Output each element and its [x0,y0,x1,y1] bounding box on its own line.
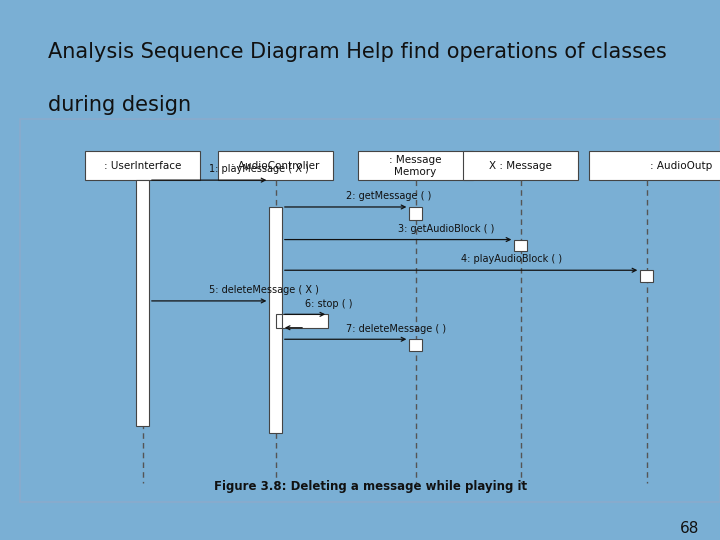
Text: : Message
Memory: : Message Memory [390,155,442,177]
Bar [514,240,527,251]
Text: 2: getMessage ( ): 2: getMessage ( ) [346,191,431,201]
Text: 5: deleteMessage ( X ): 5: deleteMessage ( X ) [209,285,319,295]
Bar [409,339,422,351]
Text: 7: deleteMessage ( ): 7: deleteMessage ( ) [346,323,446,334]
Bar [409,207,422,220]
Bar [218,151,333,180]
Bar [276,314,289,328]
Text: Figure 3.8: Deleting a message while playing it: Figure 3.8: Deleting a message while pla… [214,480,526,492]
Bar [589,151,720,180]
Bar [640,270,653,282]
Bar [463,151,578,180]
Text: 4: playAudioBlock ( ): 4: playAudioBlock ( ) [461,254,562,265]
Text: 1: playMessage ( X ): 1: playMessage ( X ) [209,164,309,174]
Text: 6: stop ( ): 6: stop ( ) [305,299,353,308]
Bar [269,207,282,433]
Text: during design: during design [48,95,192,115]
Bar [282,314,328,328]
Text: : AudioOutp: : AudioOutp [650,161,713,171]
Bar [358,151,473,180]
Bar [136,180,149,426]
Text: 68: 68 [680,521,699,536]
Bar [85,151,200,180]
Text: : AudioController: : AudioController [231,161,320,171]
Text: Analysis Sequence Diagram Help find operations of classes: Analysis Sequence Diagram Help find oper… [48,42,667,62]
Text: 3: getAudioBlock ( ): 3: getAudioBlock ( ) [398,224,495,234]
Text: : UserInterface: : UserInterface [104,161,181,171]
Text: X : Message: X : Message [489,161,552,171]
